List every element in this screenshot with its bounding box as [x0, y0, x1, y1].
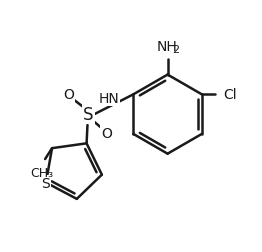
Text: Cl: Cl [223, 88, 237, 102]
Text: S: S [42, 176, 50, 190]
Text: O: O [101, 127, 112, 140]
Text: O: O [63, 88, 74, 102]
Text: 2: 2 [172, 45, 179, 55]
Text: NH: NH [156, 40, 177, 54]
Text: S: S [83, 106, 94, 124]
Text: HN: HN [99, 92, 119, 106]
Text: CH₃: CH₃ [31, 166, 54, 179]
